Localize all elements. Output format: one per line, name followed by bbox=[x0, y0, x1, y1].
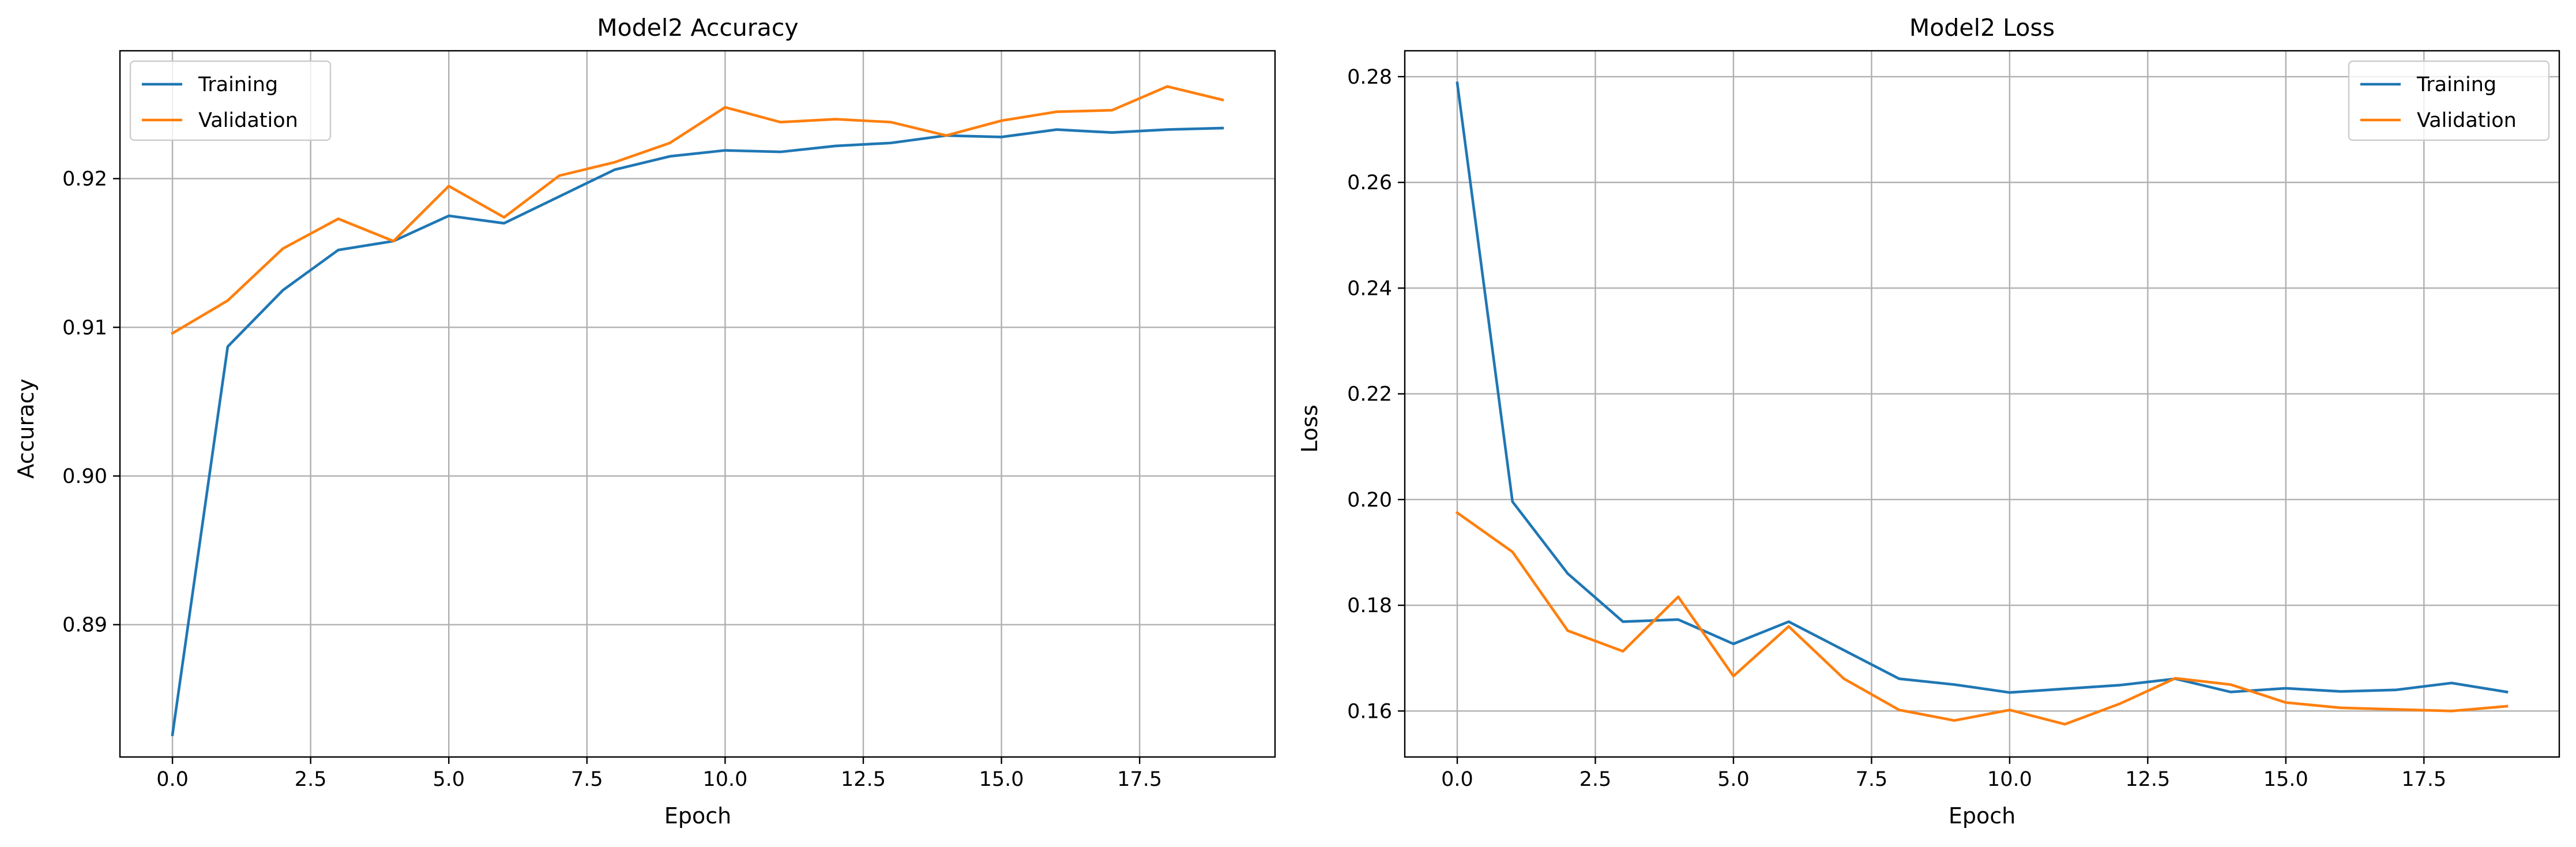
x-tick-label: 12.5 bbox=[2125, 768, 2170, 791]
y-tick-label: 0.24 bbox=[1347, 277, 1392, 300]
series-line-validation bbox=[170, 85, 1224, 335]
legend-label: Training bbox=[198, 73, 278, 96]
loss-chart: Model2 Loss Epoch Loss 0.0 2.5 5.0 7.5 10.0 1… bbox=[1297, 14, 2560, 829]
y-tick-label: 0.16 bbox=[1347, 700, 1392, 723]
x-axis: 0.0 2.5 5.0 7.5 10.0 12.5 15.0 17.5 bbox=[156, 757, 1162, 791]
chart-title: Model2 Loss bbox=[1909, 14, 2055, 42]
x-tick-label: 17.5 bbox=[1117, 768, 1162, 791]
legend: Training Validation bbox=[2348, 60, 2550, 141]
y-tick-label: 0.22 bbox=[1347, 383, 1392, 406]
x-tick-label: 7.5 bbox=[1856, 768, 1888, 791]
x-tick-label: 5.0 bbox=[433, 768, 465, 791]
y-axis: 0.16 0.18 0.20 0.22 0.24 0.26 0.28 bbox=[1347, 66, 1405, 723]
plot-frame bbox=[119, 50, 1276, 758]
x-tick-label: 12.5 bbox=[841, 768, 886, 791]
legend-label: Validation bbox=[2417, 109, 2517, 132]
y-axis-label: Accuracy bbox=[13, 378, 39, 479]
y-tick-label: 0.20 bbox=[1347, 489, 1392, 512]
legend: Training Validation bbox=[129, 60, 332, 141]
x-tick-label: 10.0 bbox=[1987, 768, 2032, 791]
series-line-validation bbox=[1455, 511, 2509, 726]
y-tick-label: 0.28 bbox=[1347, 66, 1392, 89]
x-tick-label: 17.5 bbox=[2401, 768, 2446, 791]
y-tick-label: 0.90 bbox=[62, 465, 107, 488]
x-axis: 0.0 2.5 5.0 7.5 10.0 12.5 15.0 17.5 bbox=[1441, 757, 2446, 791]
x-tick-label: 0.0 bbox=[156, 768, 189, 791]
x-tick-label: 2.5 bbox=[1580, 768, 1612, 791]
grid bbox=[1405, 51, 2559, 757]
y-tick-label: 0.91 bbox=[62, 316, 107, 339]
x-tick-label: 0.0 bbox=[1441, 768, 1473, 791]
x-axis-label: Epoch bbox=[1949, 803, 2015, 829]
y-axis: 0.89 0.90 0.91 0.92 bbox=[62, 168, 120, 637]
series-line-training bbox=[1456, 81, 2509, 694]
legend-label: Training bbox=[2416, 73, 2496, 96]
series-line-training bbox=[171, 126, 1224, 736]
x-tick-label: 15.0 bbox=[2263, 768, 2308, 791]
x-axis-label: Epoch bbox=[664, 803, 731, 829]
legend-label: Validation bbox=[198, 109, 298, 132]
series-group bbox=[1455, 81, 2509, 726]
x-tick-label: 15.0 bbox=[979, 768, 1024, 791]
series-group bbox=[170, 85, 1224, 736]
y-axis-label: Loss bbox=[1297, 404, 1322, 452]
plot-frame bbox=[1404, 50, 2560, 758]
y-tick-label: 0.92 bbox=[62, 168, 107, 191]
y-tick-label: 0.26 bbox=[1347, 171, 1392, 194]
accuracy-chart: Model2 Accuracy Epoch Accuracy 0.0 2.5 5.0… bbox=[13, 14, 1276, 829]
x-tick-label: 10.0 bbox=[702, 768, 747, 791]
y-tick-label: 0.89 bbox=[62, 614, 107, 637]
x-tick-label: 2.5 bbox=[295, 768, 327, 791]
x-tick-label: 7.5 bbox=[571, 768, 603, 791]
y-tick-label: 0.18 bbox=[1347, 594, 1392, 617]
grid bbox=[120, 51, 1275, 757]
x-tick-label: 5.0 bbox=[1717, 768, 1750, 791]
chart-title: Model2 Accuracy bbox=[597, 14, 798, 42]
